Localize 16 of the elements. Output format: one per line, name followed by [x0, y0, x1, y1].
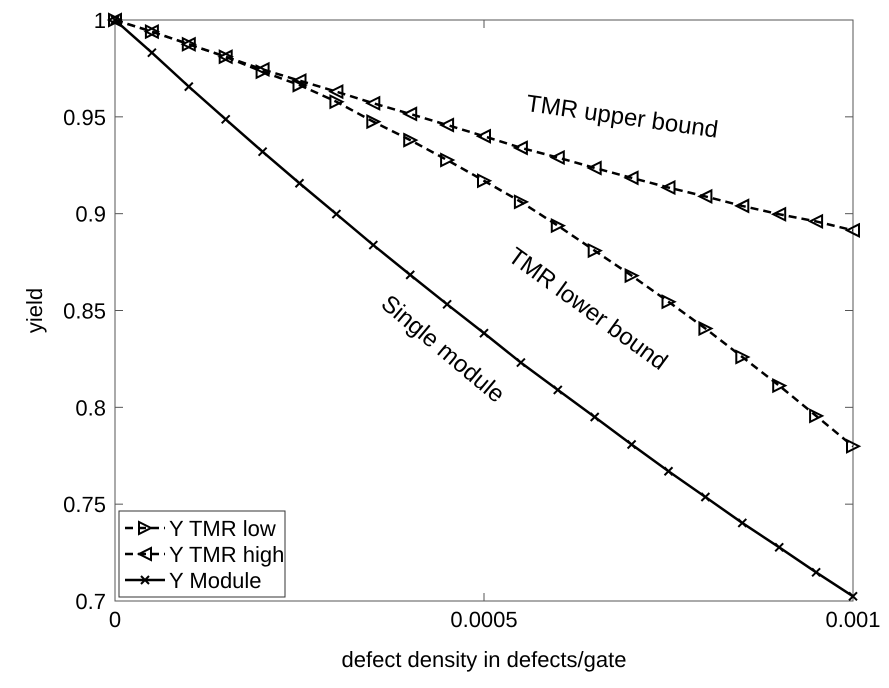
y-tick-label: 0.95 [63, 104, 106, 130]
x-tick-label: 0.0005 [450, 607, 518, 632]
y-tick-label: 0.8 [75, 395, 106, 420]
legend-label: Y Module [169, 568, 262, 593]
x-axis-title: defect density in defects/gate [342, 647, 626, 672]
y-tick-label: 0.85 [63, 298, 106, 324]
legend-label: Y TMR high [169, 542, 284, 567]
y-tick-label: 1 [94, 8, 106, 33]
x-tick-label: 0.001 [825, 607, 881, 632]
annotation: TMR upper bound [524, 90, 720, 144]
y-tick-label: 0.9 [75, 202, 106, 227]
y-tick-label: 0.75 [63, 492, 106, 518]
legend-label: Y TMR low [169, 516, 276, 541]
x-tick-label: 0 [108, 607, 122, 632]
y-tick-label: 0.7 [75, 589, 106, 614]
y-axis-title: yield [22, 288, 47, 334]
